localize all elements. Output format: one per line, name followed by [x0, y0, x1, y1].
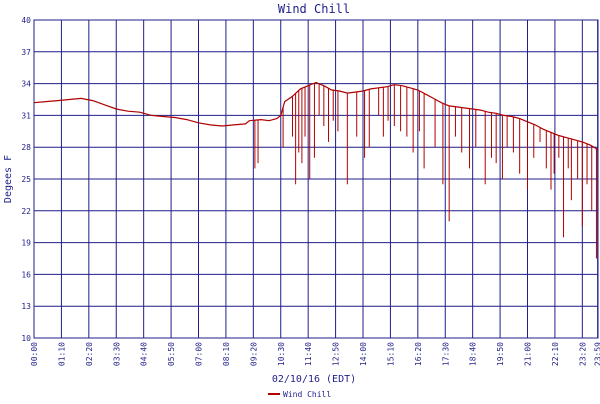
y-tick-label: 19 [21, 239, 31, 248]
y-tick-label: 34 [21, 80, 31, 89]
x-tick-label: 02:20 [85, 342, 94, 366]
x-tick-label: 03:30 [112, 342, 121, 366]
line-layer [33, 81, 598, 150]
x-tick-label: 09:20 [249, 342, 258, 366]
x-tick-label: 00:00 [30, 342, 39, 366]
x-tick-labels: 00:00 01:10 02:20 03:30 04:40 05:50 07:00 08:10… [30, 342, 600, 366]
wind-chill-line [33, 81, 598, 150]
grid-layer [33, 19, 599, 339]
y-tick-label: 16 [21, 270, 31, 279]
y-tick-labels: 10 13 16 19 22 25 28 31 34 37 40 [21, 16, 31, 343]
legend: Wind Chill [268, 390, 331, 399]
y-tick-label: 25 [21, 175, 31, 184]
x-tick-label: 15:10 [386, 342, 395, 366]
x-tick-label: 05:50 [167, 342, 176, 366]
x-tick-label: 23:59 [594, 342, 600, 366]
chart-title: Wind Chill [278, 2, 350, 16]
y-tick-label: 31 [21, 111, 31, 120]
x-tick-label: 19:50 [496, 342, 505, 366]
x-tick-label: 01:10 [57, 342, 66, 366]
x-tick-label: 04:40 [140, 342, 149, 366]
x-tick-label: 21:00 [524, 342, 533, 366]
y-tick-label: 22 [21, 207, 31, 216]
dip-layer [254, 83, 597, 259]
x-tick-label: 17:30 [441, 342, 450, 366]
legend-label: Wind Chill [283, 390, 331, 399]
y-axis-label: Degees F [3, 155, 14, 203]
x-tick-label: 10:30 [277, 342, 286, 366]
y-tick-label: 40 [21, 16, 31, 25]
x-tick-label: 11:40 [304, 342, 313, 366]
x-tick-label: 08:10 [222, 342, 231, 366]
x-tick-label: 23:20 [578, 342, 587, 366]
y-tick-label: 28 [21, 143, 31, 152]
x-tick-label: 12:50 [332, 342, 341, 366]
y-tick-label: 13 [21, 302, 31, 311]
y-tick-label: 37 [21, 48, 31, 57]
x-axis-label: 02/10/16 (EDT) [272, 374, 356, 385]
x-tick-label: 18:40 [469, 342, 478, 366]
x-tick-label: 16:20 [414, 342, 423, 366]
x-tick-label: 14:00 [359, 342, 368, 366]
x-tick-label: 07:00 [195, 342, 204, 366]
y-tick-label: 10 [21, 334, 31, 343]
x-tick-label: 22:10 [551, 342, 560, 366]
